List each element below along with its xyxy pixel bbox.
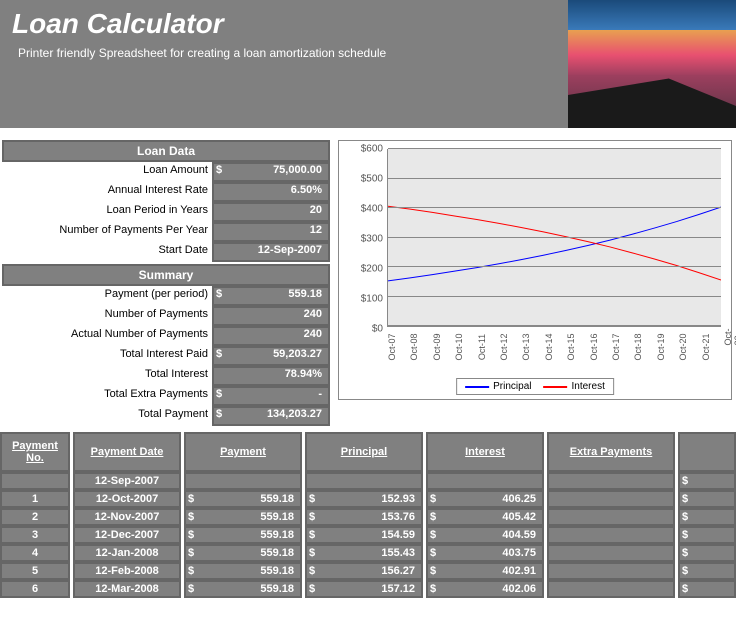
- loan-data-value[interactable]: 20: [212, 202, 330, 222]
- col-payment-no: Payment No.: [0, 432, 70, 472]
- header: Loan Calculator Printer friendly Spreads…: [0, 0, 736, 128]
- summary-value[interactable]: $-: [212, 386, 330, 406]
- chart-series-principal: [388, 207, 721, 281]
- col-payment-date: Payment Date: [73, 432, 181, 472]
- chart-x-label: Oct-20: [678, 333, 688, 360]
- loan-data-row: Annual Interest Rate 6.50%: [2, 182, 330, 202]
- loan-data-section: Loan Data Loan Amount $75,000.00Annual I…: [2, 140, 330, 262]
- header-image: [568, 0, 736, 128]
- chart-x-label: Oct-15: [566, 333, 576, 360]
- summary-label: Total Interest Paid: [2, 346, 212, 366]
- chart-x-label: Oct-16: [589, 333, 599, 360]
- chart-series-interest: [388, 206, 721, 280]
- summary-label: Actual Number of Payments: [2, 326, 212, 346]
- legend-interest: Interest: [572, 381, 605, 392]
- chart-x-label: Oct-13: [521, 333, 531, 360]
- chart-y-label: $0: [343, 324, 383, 335]
- loan-data-row: Start Date 12-Sep-2007: [2, 242, 330, 262]
- chart-x-label: Oct-17: [611, 333, 621, 360]
- loan-data-label: Loan Amount: [2, 162, 212, 182]
- loan-data-label: Annual Interest Rate: [2, 182, 212, 202]
- summary-row: Total Interest Paid $59,203.27: [2, 346, 330, 366]
- loan-data-row: Number of Payments Per Year 12: [2, 222, 330, 242]
- chart-x-label: Oct-12: [499, 333, 509, 360]
- chart-x-label: Oct-19: [656, 333, 666, 360]
- chart-y-label: $300: [343, 234, 383, 245]
- chart-x-label: Oct-07: [387, 333, 397, 360]
- summary-label: Number of Payments: [2, 306, 212, 326]
- summary-heading: Summary: [2, 264, 330, 286]
- chart-y-label: $400: [343, 204, 383, 215]
- table-row: 2 12-Nov-2007 $559.18 $153.76 $405.42 $: [0, 508, 736, 526]
- col-interest: Interest: [426, 432, 544, 472]
- summary-label: Payment (per period): [2, 286, 212, 306]
- col-principal: Principal: [305, 432, 423, 472]
- chart-x-label: Oct-11: [477, 334, 487, 360]
- chart-x-label: Oct-09: [432, 333, 442, 360]
- loan-data-value[interactable]: $75,000.00: [212, 162, 330, 182]
- chart-y-label: $500: [343, 174, 383, 185]
- summary-label: Total Extra Payments: [2, 386, 212, 406]
- summary-row: Total Interest 78.94%: [2, 366, 330, 386]
- chart-x-label: Oct-08: [409, 333, 419, 360]
- loan-data-row: Loan Period in Years 20: [2, 202, 330, 222]
- chart-y-label: $600: [343, 144, 383, 155]
- chart-y-label: $100: [343, 294, 383, 305]
- table-row: 5 12-Feb-2008 $559.18 $156.27 $402.91 $: [0, 562, 736, 580]
- summary-value[interactable]: $559.18: [212, 286, 330, 306]
- loan-data-row: Loan Amount $75,000.00: [2, 162, 330, 182]
- loan-data-label: Loan Period in Years: [2, 202, 212, 222]
- loan-data-value[interactable]: 12-Sep-2007: [212, 242, 330, 262]
- summary-label: Total Payment: [2, 406, 212, 426]
- summary-value[interactable]: $134,203.27: [212, 406, 330, 426]
- summary-row: Number of Payments 240: [2, 306, 330, 326]
- col-end: [678, 432, 736, 472]
- schedule-start-row: 12-Sep-2007 $: [0, 472, 736, 490]
- loan-data-value[interactable]: 6.50%: [212, 182, 330, 202]
- chart-x-label: Oct-21: [701, 333, 711, 360]
- col-extra: Extra Payments: [547, 432, 675, 472]
- chart-x-label: Oct-22: [723, 329, 736, 346]
- col-payment: Payment: [184, 432, 302, 472]
- chart-x-label: Oct-18: [633, 333, 643, 360]
- chart-y-label: $200: [343, 264, 383, 275]
- summary-row: Actual Number of Payments 240: [2, 326, 330, 346]
- summary-value[interactable]: 240: [212, 326, 330, 346]
- summary-row: Total Extra Payments $-: [2, 386, 330, 406]
- loan-data-label: Start Date: [2, 242, 212, 262]
- table-row: 1 12-Oct-2007 $559.18 $152.93 $406.25 $: [0, 490, 736, 508]
- summary-value[interactable]: 240: [212, 306, 330, 326]
- summary-row: Total Payment $134,203.27: [2, 406, 330, 426]
- table-row: 4 12-Jan-2008 $559.18 $155.43 $403.75 $: [0, 544, 736, 562]
- schedule-header: Payment No. Payment Date Payment Princip…: [0, 432, 736, 472]
- chart-x-label: Oct-10: [454, 333, 464, 360]
- summary-value[interactable]: $59,203.27: [212, 346, 330, 366]
- table-row: 3 12-Dec-2007 $559.18 $154.59 $404.59 $: [0, 526, 736, 544]
- loan-data-label: Number of Payments Per Year: [2, 222, 212, 242]
- table-row: 6 12-Mar-2008 $559.18 $157.12 $402.06 $: [0, 580, 736, 598]
- start-date-cell: 12-Sep-2007: [95, 475, 159, 487]
- chart-x-label: Oct-14: [544, 333, 554, 360]
- amortization-chart: $0 $100 $200 $300 $400 $500 $600 Oct-07 Oct-08 O…: [338, 140, 732, 400]
- schedule-table: Payment No. Payment Date Payment Princip…: [0, 432, 736, 598]
- summary-label: Total Interest: [2, 366, 212, 386]
- summary-row: Payment (per period) $559.18: [2, 286, 330, 306]
- summary-value[interactable]: 78.94%: [212, 366, 330, 386]
- loan-data-heading: Loan Data: [2, 140, 330, 162]
- legend-principal: Principal: [493, 381, 531, 392]
- summary-section: Summary Payment (per period) $559.18Numb…: [2, 264, 330, 426]
- chart-legend: Principal Interest: [456, 378, 614, 395]
- loan-data-value[interactable]: 12: [212, 222, 330, 242]
